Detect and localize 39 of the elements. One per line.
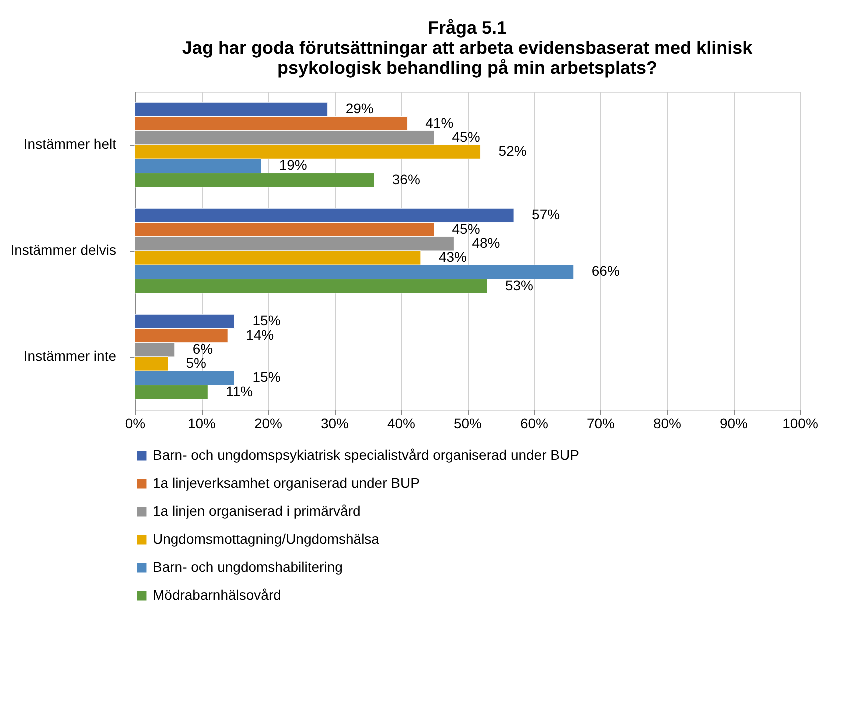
data-label: 43% bbox=[438, 249, 467, 266]
data-label: 29% bbox=[346, 100, 374, 117]
legend-label: Barn- och ungdomshabilitering bbox=[153, 559, 343, 575]
data-label: 45% bbox=[452, 128, 480, 145]
x-tick-label: 60% bbox=[520, 416, 549, 432]
y-tick-label: Instämmer inte bbox=[24, 348, 117, 364]
data-label: 14% bbox=[246, 326, 274, 343]
data-label: 5% bbox=[186, 355, 206, 372]
x-tick-label: 0% bbox=[125, 416, 146, 432]
x-tick-label: 10% bbox=[188, 416, 216, 432]
data-label: 11% bbox=[226, 383, 254, 400]
x-tick-label: 70% bbox=[586, 416, 616, 432]
x-tick-label: 30% bbox=[320, 416, 350, 432]
legend-label: Mödrabarnhälsovård bbox=[153, 587, 282, 603]
legend-label: Barn- och ungdomspsykiatrisk specialistvård organiserad under BUP bbox=[153, 447, 580, 463]
data-label: 15% bbox=[252, 369, 281, 386]
x-tick-label: 90% bbox=[720, 416, 748, 432]
x-tick-label: 20% bbox=[254, 416, 283, 432]
data-label: 66% bbox=[592, 263, 620, 280]
y-tick-label: Instämmer helt bbox=[24, 136, 117, 152]
legend-label: 1a linjeverksamhet organiserad under BUP bbox=[153, 475, 420, 491]
legend-label: Ungdomsmottagning/Ungdomshälsa bbox=[153, 531, 380, 547]
legend-label: 1a linjen organiserad i primärvård bbox=[153, 503, 361, 519]
x-tick-label: 100% bbox=[782, 416, 818, 432]
data-label: 19% bbox=[279, 157, 308, 174]
data-label: 53% bbox=[505, 277, 534, 294]
chart-title: Fråga 5.1 Jag har goda förutsättningar att arbeta evidensbaserat med klinisk psykologisk behandling på min arbetsplats? bbox=[182, 18, 754, 78]
x-tick-label: 50% bbox=[454, 416, 482, 432]
data-label: 6% bbox=[192, 340, 214, 357]
data-label: 15% bbox=[252, 312, 281, 329]
data-label: 48% bbox=[472, 234, 500, 251]
data-label: 41% bbox=[426, 114, 454, 131]
y-tick-label: Instämmer delvis bbox=[10, 242, 116, 258]
data-label: 45% bbox=[452, 220, 480, 237]
data-label: 36% bbox=[392, 171, 420, 188]
x-tick-label: 80% bbox=[653, 416, 682, 432]
data-label: 57% bbox=[532, 206, 560, 223]
data-label: 52% bbox=[498, 143, 527, 160]
x-tick-label: 40% bbox=[387, 416, 416, 432]
